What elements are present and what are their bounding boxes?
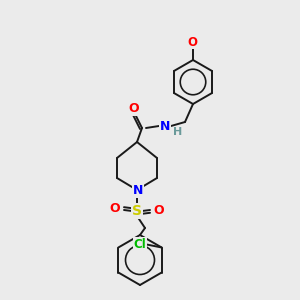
Text: N: N [160, 119, 170, 133]
Text: O: O [187, 35, 197, 49]
Text: O: O [129, 103, 139, 116]
Text: N: N [133, 184, 143, 197]
Text: S: S [132, 204, 142, 218]
Text: Cl: Cl [133, 238, 146, 251]
Text: O: O [110, 202, 120, 215]
Text: O: O [154, 205, 164, 218]
Text: H: H [173, 127, 183, 137]
